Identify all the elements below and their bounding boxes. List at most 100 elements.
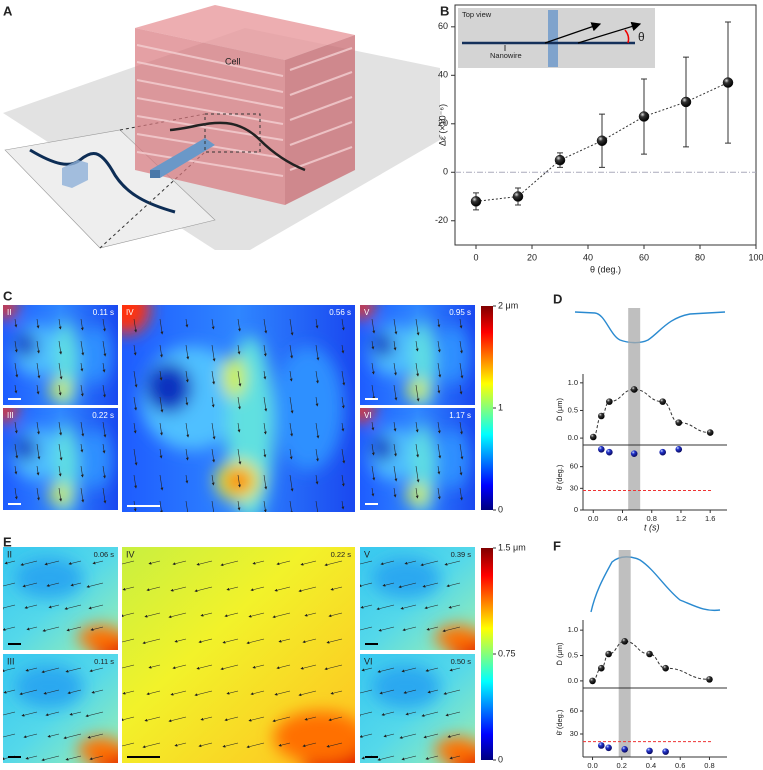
displacement-arrow — [393, 465, 398, 482]
displacement-arrow — [250, 690, 265, 696]
displacement-arrow — [168, 716, 187, 723]
panel-label: C — [3, 288, 13, 303]
displacement-arrow — [185, 344, 190, 360]
displacement-arrow — [341, 344, 345, 354]
blob — [77, 428, 113, 490]
displacement-arrow — [226, 690, 239, 695]
displacement-arrow — [20, 560, 38, 566]
d-point — [675, 419, 683, 426]
colorbar-label: 0 — [498, 504, 503, 514]
blobs — [273, 711, 355, 763]
displacement-arrow — [278, 742, 291, 747]
data-point — [722, 77, 734, 88]
heatmap — [360, 305, 475, 405]
displacement-arrow — [426, 626, 439, 631]
y-tick-label: 1.0 — [568, 625, 578, 634]
displacement-arrow — [415, 421, 419, 433]
displacement-arrow — [341, 500, 345, 510]
displacement-arrow — [14, 443, 19, 459]
displacement-arrow — [159, 448, 163, 459]
blob — [360, 408, 374, 423]
displacement-arrow — [405, 711, 417, 716]
displacement-arrow — [25, 755, 38, 760]
displacement-arrow — [377, 755, 395, 761]
displacement-arrow — [194, 586, 213, 593]
y-tick-label: 20 — [438, 118, 448, 128]
y-tick-label: 1.0 — [568, 378, 578, 387]
cell-top — [135, 5, 355, 60]
displacement-arrow — [393, 384, 398, 401]
displacement-arrow — [459, 340, 463, 354]
displacement-arrow — [250, 586, 265, 592]
displacement-arrow — [196, 664, 213, 670]
displacement-arrow — [41, 667, 60, 674]
displacement-arrow — [122, 560, 135, 565]
displacement-arrow — [422, 582, 439, 588]
heatmap-frame — [360, 408, 475, 510]
displacement-arrow — [237, 344, 241, 355]
x-tick-label: 1.2 — [676, 514, 686, 523]
blob — [434, 625, 475, 650]
blob — [122, 305, 150, 334]
blob — [222, 356, 246, 399]
data-point — [680, 96, 692, 108]
displacement-arrow — [402, 626, 417, 632]
displacement-arrow — [25, 667, 38, 672]
colorbar-label: 1.5 μm — [498, 542, 526, 552]
y-tick-label: 0.0 — [568, 433, 578, 442]
displacement-arrow — [200, 716, 213, 721]
displacement-arrow — [90, 626, 104, 631]
y-tick-label: 0.0 — [568, 676, 578, 685]
d-point — [589, 677, 596, 685]
displacement-arrow — [248, 716, 265, 722]
displacement-arrow — [146, 690, 161, 696]
displacement-arrow — [401, 755, 417, 761]
heatmap — [360, 408, 475, 510]
displacement-arrow — [393, 443, 397, 457]
displacement-arrow — [198, 638, 213, 644]
d-line — [592, 640, 710, 682]
y-tick-label: 30 — [570, 483, 578, 492]
displacement-arrow — [122, 638, 135, 643]
displacement-arrow — [237, 500, 241, 511]
displacement-arrow — [459, 384, 463, 395]
displacement-arrow — [44, 560, 60, 566]
displacement-arrow — [91, 689, 104, 694]
displacement-arrow — [423, 733, 439, 739]
blobs — [14, 664, 118, 763]
displacement-arrow — [133, 448, 138, 466]
displacement-arrow — [302, 742, 317, 748]
theta-point — [675, 446, 683, 453]
displacement-arrow — [80, 362, 84, 372]
y-axis-label: Δε̄ (×10⁻⁶) — [437, 104, 447, 146]
data-point — [596, 135, 608, 147]
heatmap — [122, 305, 355, 512]
displacement-arrow — [92, 560, 104, 565]
panel-label: E — [3, 534, 12, 549]
displacement-arrow — [289, 318, 294, 336]
displacement-arrow — [85, 711, 104, 718]
displacement-arrow — [144, 612, 161, 618]
displacement-arrow — [14, 421, 18, 434]
displacement-arrow — [237, 448, 242, 465]
displacement-arrow — [23, 733, 38, 739]
displacement-arrow — [379, 689, 395, 695]
displacement-arrow — [142, 638, 161, 645]
displacement-arrow — [3, 582, 16, 587]
displacement-arrow — [148, 664, 161, 669]
frame-time: 0.50 s — [451, 657, 472, 666]
blob — [14, 557, 84, 599]
displacement-arrow — [289, 500, 294, 512]
displacement-arrow — [142, 742, 161, 749]
displacement-arrow — [3, 604, 16, 610]
displacement-arrow — [80, 487, 85, 503]
x-tick-label: 60 — [639, 252, 649, 262]
theta-point — [630, 450, 638, 457]
displacement-arrow — [315, 318, 319, 329]
displacement-arrow — [3, 733, 16, 738]
displacement-arrow — [415, 362, 420, 377]
displacement-arrow — [224, 612, 239, 618]
nanowire-bar — [150, 138, 215, 178]
displacement-arrow — [58, 340, 63, 355]
displacement-arrow — [459, 362, 464, 379]
